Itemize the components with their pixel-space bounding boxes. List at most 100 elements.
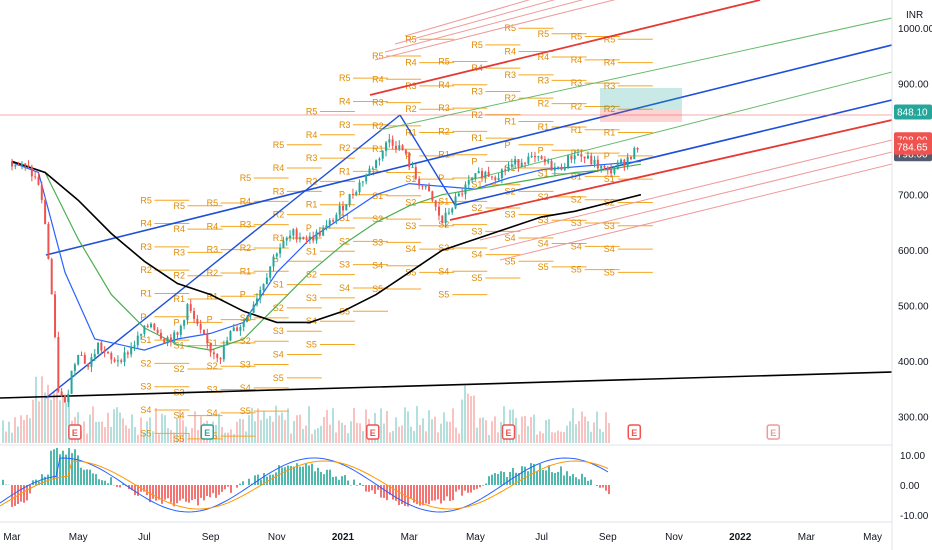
candle-body bbox=[610, 169, 613, 174]
price-tag bbox=[894, 139, 932, 155]
macd-histogram-bar bbox=[65, 454, 67, 485]
volume-bar bbox=[578, 421, 580, 443]
volume-bar bbox=[323, 417, 325, 443]
volume-bar bbox=[350, 421, 352, 443]
earnings-label: E bbox=[204, 428, 210, 438]
time-tick: Jul bbox=[535, 532, 548, 543]
candle-body bbox=[140, 333, 143, 336]
volume-bar bbox=[218, 413, 220, 443]
volume-bar bbox=[221, 426, 223, 443]
volume-bar bbox=[89, 414, 91, 443]
volume-bar bbox=[236, 421, 238, 443]
macd-histogram-bar bbox=[431, 485, 433, 501]
pivot-label: R1 bbox=[538, 122, 550, 132]
macd-histogram-bar bbox=[173, 485, 175, 507]
target-zone-teal bbox=[600, 88, 682, 110]
macd-histogram-bar bbox=[386, 485, 388, 501]
pivot-label: R3 bbox=[471, 86, 483, 96]
pivot-label: S1 bbox=[140, 335, 151, 345]
macd-histogram-bar bbox=[74, 449, 76, 485]
candle-body bbox=[236, 327, 239, 331]
macd-histogram-bar bbox=[533, 463, 535, 485]
pivot-label: S5 bbox=[438, 290, 449, 300]
candle-body bbox=[408, 153, 411, 168]
pivot-label: P bbox=[140, 312, 146, 322]
time-tick: Nov bbox=[268, 532, 286, 543]
macd-histogram-bar bbox=[377, 485, 379, 490]
macd-histogram-bar bbox=[182, 485, 184, 499]
volume-bar bbox=[347, 433, 349, 443]
macd-histogram-bar bbox=[473, 485, 475, 490]
macd-histogram-bar bbox=[215, 485, 217, 498]
macd-histogram-bar bbox=[83, 469, 85, 485]
volume-bar bbox=[122, 418, 124, 443]
macd-histogram-bar bbox=[560, 466, 562, 485]
pivot-label: S5 bbox=[306, 340, 317, 350]
candle-body bbox=[345, 204, 348, 211]
price-tag-label: 798.00 bbox=[897, 149, 928, 160]
volume-bar bbox=[242, 419, 244, 443]
volume-bar bbox=[47, 384, 49, 443]
earnings-badge bbox=[366, 424, 380, 440]
time-tick: 2022 bbox=[729, 532, 752, 543]
macd-histogram-bar bbox=[62, 450, 64, 485]
volume-bar bbox=[110, 426, 112, 443]
candle-body bbox=[17, 164, 20, 166]
pivot-label: S2 bbox=[273, 303, 284, 313]
macd-histogram-bar bbox=[527, 471, 529, 485]
pivot-label: S1 bbox=[471, 180, 482, 190]
pivot-label: R3 bbox=[604, 81, 616, 91]
volume-bar bbox=[422, 418, 424, 443]
volume-bar bbox=[179, 409, 181, 443]
macd-histogram-bar bbox=[230, 485, 232, 493]
candle-body bbox=[365, 174, 368, 182]
candle-body bbox=[454, 196, 457, 209]
price-tag bbox=[894, 104, 932, 120]
volume-bar bbox=[353, 407, 355, 443]
volume-bar bbox=[113, 409, 115, 443]
pitchfork-fan-pink bbox=[489, 151, 893, 251]
macd-histogram-bar bbox=[302, 466, 304, 485]
volume-bar bbox=[410, 426, 412, 443]
candle-body bbox=[37, 177, 40, 185]
pivot-label: R1 bbox=[240, 266, 252, 276]
pivot-label: R1 bbox=[306, 200, 318, 210]
pivot-label: R2 bbox=[538, 99, 550, 109]
candle-body bbox=[633, 147, 636, 160]
pivot-label: P bbox=[339, 190, 345, 200]
candle-body bbox=[83, 354, 86, 364]
pitchfork-median-green bbox=[379, 17, 893, 131]
candle-body bbox=[67, 393, 70, 403]
macd-histogram-bar bbox=[194, 485, 196, 499]
macd-histogram-bar bbox=[227, 485, 229, 487]
pivot-label: S1 bbox=[339, 213, 350, 223]
candle-body bbox=[474, 173, 477, 179]
pivot-label: S4 bbox=[604, 244, 615, 254]
pivot-label: R3 bbox=[339, 120, 351, 130]
candle-body bbox=[202, 329, 205, 335]
macd-histogram-bar bbox=[551, 472, 553, 485]
pivot-label: S3 bbox=[207, 385, 218, 395]
macd-histogram-bar bbox=[461, 485, 463, 496]
price-tag-label: 784.65 bbox=[897, 143, 928, 154]
macd-histogram-bar bbox=[539, 464, 541, 485]
macd-histogram-bar bbox=[107, 483, 109, 485]
time-tick: Nov bbox=[665, 532, 683, 543]
volume-bar bbox=[8, 421, 10, 443]
volume-bar bbox=[146, 421, 148, 443]
macd-histogram-bar bbox=[188, 485, 190, 503]
candle-body bbox=[471, 178, 474, 181]
candle-body bbox=[315, 231, 318, 241]
time-axis[interactable]: Mar May Jul Sep Nov 2021 Mar May Jul Sep Nov 2022 Ma… bbox=[0, 521, 892, 543]
macd-histogram-bar bbox=[356, 485, 358, 486]
pivot-label: P bbox=[306, 223, 312, 233]
price-axis[interactable]: INR 1000.00900.00800.00700.00600.00500.0… bbox=[891, 0, 932, 550]
macd-histogram-bar bbox=[521, 466, 523, 485]
macd-histogram-bar bbox=[359, 482, 361, 485]
candle-body bbox=[289, 235, 292, 238]
volume-bar bbox=[194, 411, 196, 443]
macd-histogram-bar bbox=[422, 485, 424, 506]
volume-bar bbox=[227, 432, 229, 443]
candle-body bbox=[540, 156, 543, 159]
